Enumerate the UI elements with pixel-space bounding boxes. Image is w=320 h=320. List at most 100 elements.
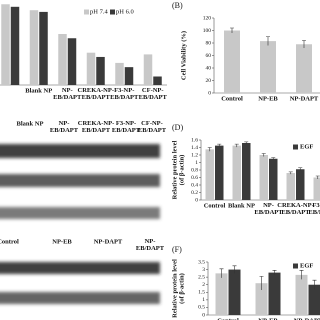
x-tick-label: NP-EB/DAPT <box>53 87 82 101</box>
error-bar <box>217 143 222 148</box>
y-axis-title: (of β-actin) <box>178 155 185 186</box>
bar <box>296 169 305 200</box>
y-tick-label: 1.6 <box>191 137 198 143</box>
y-axis-title: Relative protein level <box>171 259 178 318</box>
legend-swatch <box>293 263 298 269</box>
error-bar <box>272 270 277 275</box>
x-tick-label: F3-NP-EB/DAPT <box>308 202 320 216</box>
panel-label: (D) <box>172 123 183 132</box>
bar <box>228 269 241 315</box>
panel-label: (B) <box>172 1 183 10</box>
legend-label: pH 7.4 <box>90 8 108 15</box>
legend-swatch <box>84 9 89 15</box>
y-tick-label: 80 <box>206 40 212 46</box>
y-tick-label: 0.8 <box>191 167 198 173</box>
x-tick-label: CF-NP-EB/DAPT <box>139 87 168 101</box>
error-bar <box>230 27 234 33</box>
bar <box>1 4 10 85</box>
y-tick-label: 0.2 <box>191 190 198 196</box>
bar <box>96 56 105 85</box>
y-tick-label: 0.5 <box>198 305 205 311</box>
y-axis-title: Relative protein level <box>171 140 178 199</box>
bar <box>296 44 312 93</box>
bar <box>313 177 320 200</box>
y-tick-label: 0 <box>208 90 211 96</box>
y-tick-label: 1 <box>195 160 198 166</box>
x-tick-label: NP-EB <box>258 95 278 102</box>
bar <box>260 41 276 93</box>
bar <box>205 149 214 200</box>
legend-swatch <box>293 144 298 150</box>
y-tick-label: 2 <box>202 282 205 288</box>
x-tick-label: Blank NP <box>25 87 52 94</box>
x-tick-label: CREKA-NP-EB/DAPT <box>78 87 114 101</box>
bar <box>115 62 124 85</box>
x-tick-label: Control <box>221 95 243 102</box>
error-bar <box>234 143 239 148</box>
bar <box>268 272 281 315</box>
bar <box>29 10 39 86</box>
error-bar <box>207 147 212 152</box>
y-tick-label: 3.5 <box>198 259 205 265</box>
y-tick-label: 100 <box>203 28 212 34</box>
error-bar <box>244 141 249 145</box>
blot-label: Blank NP <box>17 120 44 127</box>
bar <box>286 173 295 200</box>
bar <box>259 155 268 200</box>
error-bar <box>259 276 264 291</box>
blot-label: NP-DAPT <box>94 238 123 245</box>
bar <box>10 6 20 85</box>
y-tick-label: 0 <box>195 197 198 203</box>
x-tick-label: NP-DAPT <box>294 317 320 320</box>
error-bar <box>302 40 306 48</box>
blot-label: F3-NP-EB/DAPT <box>112 120 141 134</box>
bar <box>39 11 48 85</box>
error-bar <box>315 175 320 179</box>
bar <box>215 145 224 200</box>
bar <box>242 143 251 200</box>
bar <box>153 76 162 85</box>
y-tick-label: 2.5 <box>198 274 205 280</box>
x-tick-label: NP-DAPT <box>290 95 319 102</box>
bar <box>308 284 320 315</box>
x-tick-label: Control <box>217 317 239 320</box>
blot-label: CF-NP-EB/DAPT <box>138 120 167 134</box>
error-bar <box>312 279 317 290</box>
y-tick-label: 20 <box>206 78 212 84</box>
error-bar <box>232 265 237 274</box>
bar <box>58 34 67 85</box>
bar <box>143 54 153 85</box>
y-tick-label: 3 <box>202 267 205 273</box>
y-tick-label: 60 <box>206 53 212 59</box>
x-tick-label: Control <box>204 202 226 209</box>
legend-label: pH 6.0 <box>116 8 134 15</box>
bar <box>67 38 77 85</box>
y-tick-label: 120 <box>203 15 212 21</box>
x-tick-label: F3-NP-EB/DAPT <box>110 87 139 101</box>
blot-label: NP-EB/DAPT <box>50 120 79 134</box>
error-bar <box>299 270 304 280</box>
blot-label: CREKA-NP-EB/DAPT <box>78 120 114 134</box>
y-axis-title: Cell Viability (%) <box>180 31 187 80</box>
x-tick-label: CREKA-NP-EB/DAPT <box>277 202 313 216</box>
error-bar <box>266 36 270 46</box>
y-tick-label: 1 <box>202 297 205 303</box>
y-tick-label: 0 <box>202 312 205 318</box>
x-tick-label: NP-EB <box>258 317 278 320</box>
error-bar <box>261 153 266 157</box>
y-tick-label: 1.5 <box>198 290 205 296</box>
y-axis-title: (of β-actin) <box>178 273 185 304</box>
blot-lower <box>0 262 160 304</box>
x-tick-label: Blank NP <box>228 202 255 209</box>
error-bar <box>288 171 293 175</box>
legend-label: EGF <box>300 262 313 269</box>
y-tick-label: 40 <box>206 65 212 71</box>
y-tick-label: 1.4 <box>191 145 198 151</box>
bar <box>255 283 268 315</box>
error-bar <box>298 167 303 171</box>
error-bar <box>219 268 224 278</box>
panel-label: (F) <box>172 245 182 254</box>
legend-swatch <box>110 9 115 15</box>
y-tick-label: 0.6 <box>191 175 198 181</box>
